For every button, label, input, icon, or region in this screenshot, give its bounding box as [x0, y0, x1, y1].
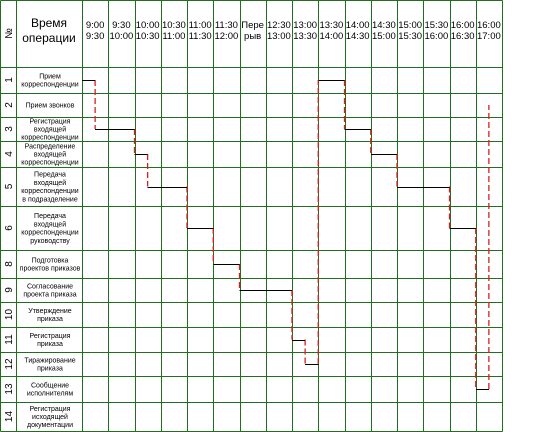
row-number: 13 [4, 383, 15, 395]
operation-label: корреспонденции [21, 230, 79, 237]
time-column-header: 10:00 [136, 20, 160, 31]
row-number: 2 [4, 102, 15, 108]
operation-label: Прием звонков [26, 103, 75, 110]
time-column-header: 10:30 [136, 31, 160, 42]
operation-label: Утверждение [28, 308, 72, 315]
time-column-header: 13:30 [293, 31, 317, 42]
operation-label: в подразделение [22, 196, 78, 203]
operation-label: корреспонденции [21, 135, 79, 142]
row-number: 9 [4, 287, 15, 293]
row-number: 11 [4, 334, 15, 345]
operation-column-header-line: операции [22, 31, 75, 45]
time-column-header: 16:30 [451, 31, 475, 42]
operation-label: Прием [39, 73, 61, 80]
time-column-header: 11:30 [215, 20, 238, 31]
time-column-header: 14:30 [372, 20, 396, 31]
operation-label: входящей [34, 151, 66, 159]
time-column-header: 11:00 [162, 31, 185, 42]
time-column-header: 15:00 [372, 31, 396, 42]
operation-label: приказа [37, 341, 63, 348]
operation-label: Сообщение [31, 381, 69, 389]
time-column-header: 16:00 [451, 20, 475, 31]
operation-label: исполнителям [27, 391, 73, 398]
operation-label: документации [27, 422, 73, 429]
operation-label: Регистрация [30, 406, 71, 413]
row-number: 6 [4, 225, 15, 231]
time-column-header: 11:00 [189, 20, 212, 31]
operation-label: Подготовка [32, 257, 69, 264]
operation-label: приказа [37, 316, 63, 323]
operation-label: входящей [34, 220, 66, 228]
num-column-header: № [4, 28, 15, 39]
time-column-header: 14:00 [346, 20, 370, 31]
row-number: 14 [4, 411, 15, 423]
operation-label: руководству [30, 238, 70, 245]
operation-label: корреспонденции [21, 160, 79, 167]
row-number: 1 [4, 77, 15, 83]
time-column-header: 14:00 [319, 31, 343, 42]
time-column-header: 12:00 [214, 31, 238, 42]
time-column-header: 9:30 [112, 20, 131, 31]
operation-label: приказа [37, 366, 63, 373]
operation-label: проектов приказов [20, 266, 81, 273]
operation-label: корреспонденции [21, 188, 79, 195]
time-column-header: 16:00 [477, 20, 501, 31]
time-column-header: рыв [244, 31, 261, 42]
operation-column-header-line: Время [31, 16, 67, 30]
operation-label: проекта приказа [23, 292, 76, 299]
row-number: 8 [4, 261, 15, 267]
row-number: 4 [4, 151, 15, 157]
time-column-header: 15:00 [398, 20, 422, 31]
operation-label: исходящей [32, 413, 68, 421]
time-column-header: 17:00 [477, 31, 501, 42]
time-column-header: 13:30 [319, 20, 343, 31]
time-column-header: 10:30 [162, 20, 186, 31]
time-column-header: 9:00 [86, 20, 105, 31]
time-column-header: 14:30 [346, 31, 370, 42]
time-column-header: Пере [241, 20, 264, 31]
row-number: 10 [4, 309, 15, 321]
time-column-header: 9:30 [86, 31, 105, 42]
time-column-header: 15:30 [424, 20, 448, 31]
operation-label: входящей [34, 179, 66, 187]
time-column-header: 16:00 [424, 31, 448, 42]
operation-label: Регистрация [30, 118, 71, 125]
operation-label: Передача [34, 172, 66, 179]
time-column-header: 12:30 [267, 20, 291, 31]
time-column-header: 11:30 [189, 31, 212, 42]
operation-label: Регистрация [30, 333, 71, 340]
operation-label: Согласование [27, 283, 73, 290]
operation-label: входящей [34, 126, 66, 134]
time-column-header: 13:00 [293, 20, 317, 31]
operation-label: Тиражирование [24, 357, 75, 364]
operation-label: Передача [34, 213, 66, 220]
operation-label: Распределение [25, 143, 76, 150]
time-column-header: 13:00 [267, 31, 291, 42]
row-number: 12 [4, 358, 15, 370]
operation-label: корреспонденции [21, 82, 79, 89]
time-column-header: 10:00 [109, 31, 133, 42]
row-number: 5 [4, 183, 15, 189]
row-number: 3 [4, 126, 15, 132]
time-column-header: 15:30 [398, 31, 422, 42]
